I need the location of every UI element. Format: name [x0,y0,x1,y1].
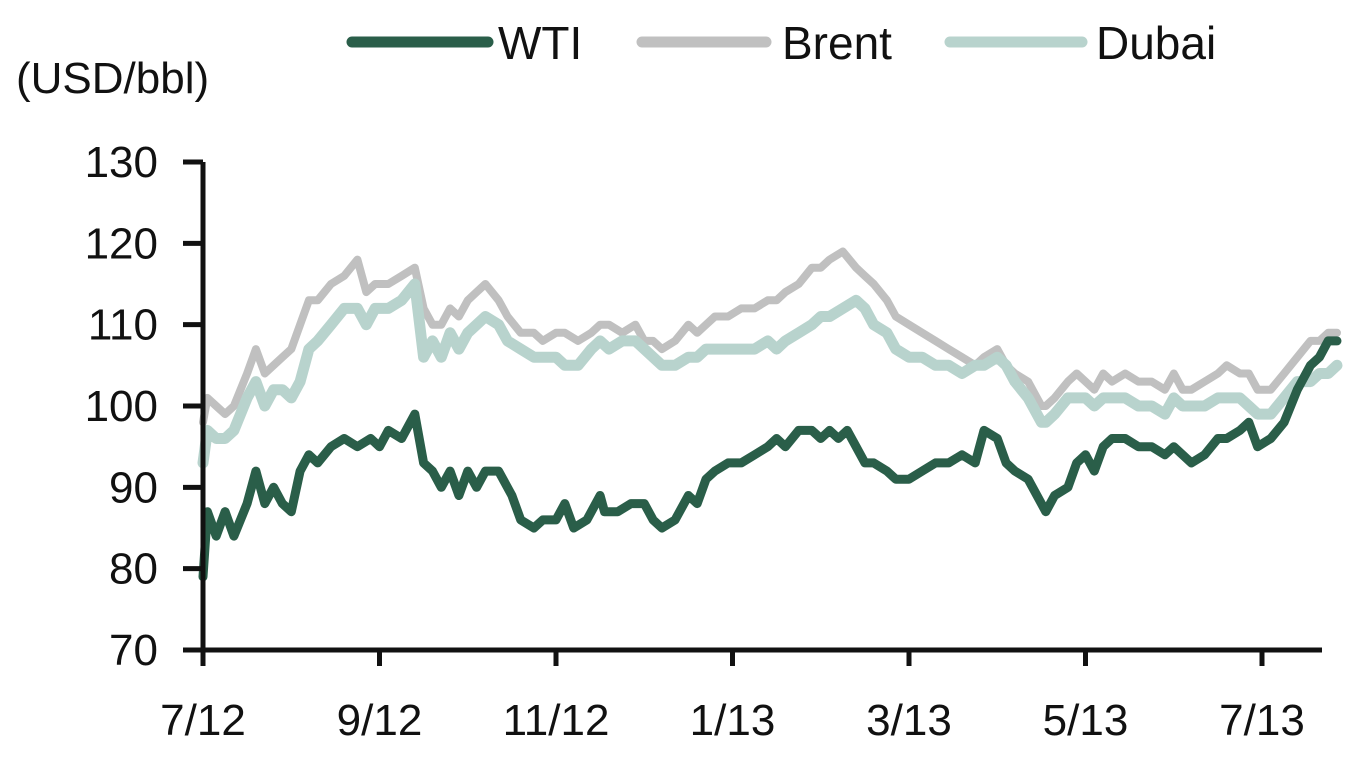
legend-label-dubai: Dubai [1096,17,1216,69]
series-layer [197,247,1343,582]
y-tick-label: 100 [85,382,158,431]
x-tick-label: 7/13 [1219,696,1305,745]
y-tick-label: 80 [109,545,158,594]
legend: WTI Brent Dubai [346,17,1216,69]
y-tick-label: 70 [109,626,158,675]
y-tick-label: 130 [85,138,158,187]
legend-label-brent: Brent [782,17,892,69]
y-ticks: 70 80 90 100 110 120 130 [85,138,203,675]
series-line-dubai [197,278,1343,469]
x-tick-label: 1/13 [690,696,776,745]
series-line-wti [198,336,1342,582]
y-tick-label: 90 [109,463,158,512]
legend-label-wti: WTI [498,17,582,69]
y-tick-label: 110 [88,301,158,350]
x-tick-label: 5/13 [1043,696,1129,745]
x-ticks: 7/12 9/12 11/12 1/13 3/13 5/13 7/13 [160,650,1305,745]
series-line-brent [199,247,1341,427]
x-tick-label: 3/13 [866,696,952,745]
x-tick-label: 7/12 [160,696,246,745]
x-tick-label: 11/12 [503,696,610,745]
x-tick-label: 9/12 [337,696,423,745]
y-axis-unit-label: (USD/bbl) [16,54,209,103]
y-tick-label: 120 [85,219,158,268]
